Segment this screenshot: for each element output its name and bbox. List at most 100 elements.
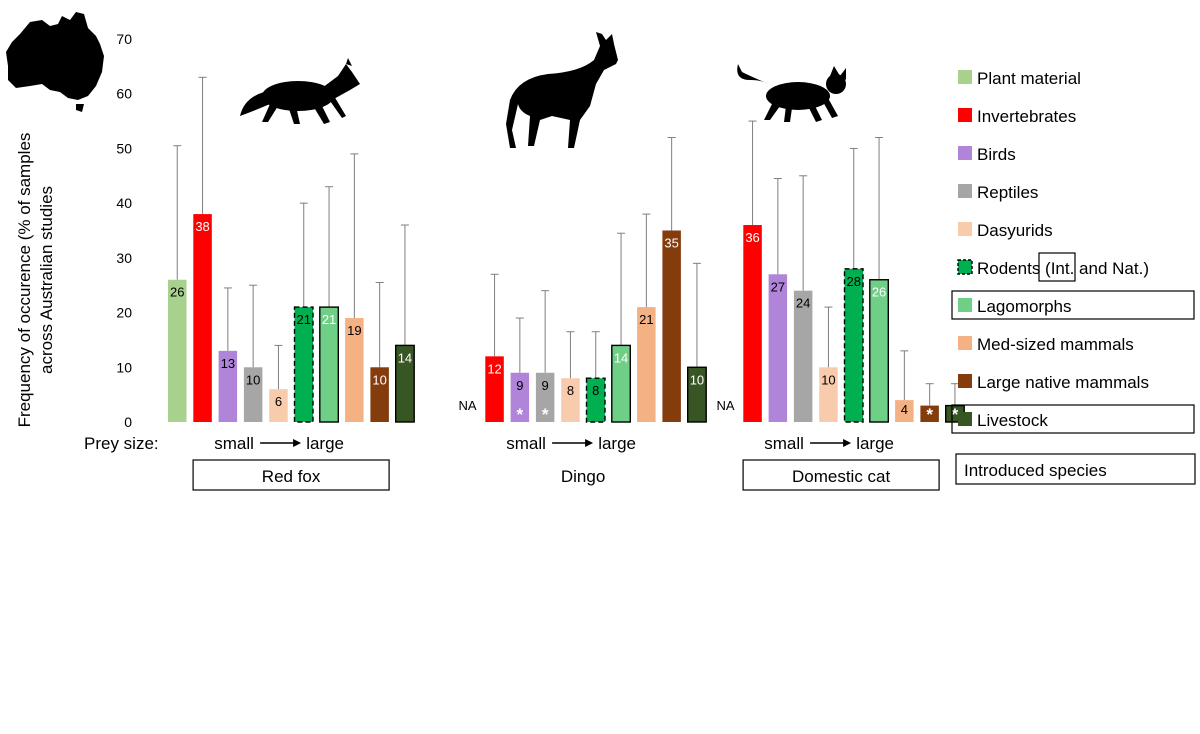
domestic-cat-value-label: 26: [872, 285, 886, 300]
domestic-cat-bar-rodents-int-and-nat: [843, 268, 864, 423]
domestic-cat-prey-size-large: large: [856, 434, 894, 453]
red-fox-bar-med-sized-mammals: [345, 318, 364, 422]
domestic-cat-bar-reptiles: [793, 290, 813, 422]
domestic-cat-bar-birds: [768, 274, 788, 422]
dingo-bar-reptiles: [535, 372, 555, 422]
y-tick-label: 0: [124, 414, 132, 430]
dingo-bar-birds: [510, 372, 530, 422]
y-tick-label: 10: [116, 359, 132, 375]
dingo-value-label: 10: [690, 372, 704, 387]
legend-label-rodents-int-and-nat: Rodents (Int. and Nat.): [977, 259, 1149, 278]
prey-size-label: Prey size:: [84, 434, 159, 453]
red-fox-value-label: 10: [246, 372, 260, 387]
domestic-cat-group-label: Domestic cat: [792, 467, 891, 486]
dingo-value-label: 9: [542, 378, 549, 393]
legend-swatch-reptiles: [958, 184, 972, 198]
red-fox-bar-reptiles: [243, 367, 263, 422]
red-fox-bar-livestock: [395, 344, 415, 423]
dingo-significance-star: *: [542, 405, 549, 424]
domestic-cat-value-label: 27: [771, 279, 785, 294]
dingo-significance-star: *: [517, 405, 524, 424]
dingo-bar-livestock: [687, 366, 707, 423]
domestic-cat-value-label: 10: [821, 372, 835, 387]
red-fox-prey-size-large: large: [306, 434, 344, 453]
red-fox-bar-invertebrates: [193, 214, 212, 422]
legend-label-lagomorphs: Lagomorphs: [977, 297, 1072, 316]
legend-swatch-dasyurids: [958, 222, 972, 236]
domestic-cat-value-label: 36: [745, 230, 759, 245]
red-fox-silhouette-icon: [240, 58, 360, 124]
red-fox-value-label: 19: [347, 323, 361, 338]
red-fox-value-label: 38: [195, 219, 209, 234]
legend-swatch-lagomorphs: [958, 298, 972, 312]
introduced-species-key-box: [955, 453, 1196, 485]
dingo-bar-rodents-int-and-nat: [585, 377, 606, 423]
legend-label-livestock: Livestock: [977, 411, 1048, 430]
domestic-cat-significance-star: *: [952, 405, 959, 424]
legend-int-box: [1038, 252, 1076, 282]
legend-label-reptiles: Reptiles: [977, 183, 1038, 202]
dingo-value-label: 35: [664, 236, 678, 251]
legend-swatch-med-sized-mammals: [958, 336, 972, 350]
domestic-cat-bar-med-sized-mammals: [895, 400, 914, 422]
red-fox-introduced-box: [192, 459, 390, 491]
dingo-bar-large-native-mammals: [662, 230, 681, 422]
y-tick-label: 30: [116, 250, 132, 266]
dingo-bar-med-sized-mammals: [637, 307, 656, 422]
dingo-value-label: 8: [592, 383, 599, 398]
group-labels: small large Red fox small large Dingo small lar…: [192, 434, 940, 491]
dingo-bar-invertebrates: [485, 356, 504, 422]
legend-label-med-sized-mammals: Med-sized mammals: [977, 335, 1134, 354]
legend-introduced-box: [951, 404, 1195, 434]
legend-label-dasyurids: Dasyurids: [977, 221, 1053, 240]
legend-label-birds: Birds: [977, 145, 1016, 164]
dingo-value-label: 14: [614, 350, 628, 365]
legend-label-invertebrates: Invertebrates: [977, 107, 1076, 126]
domestic-cat-introduced-box: [742, 459, 940, 491]
arrow-head-icon: [843, 439, 852, 447]
red-fox-value-label: 10: [372, 372, 386, 387]
dingo-na-label: NA: [458, 398, 476, 413]
dingo-prey-size-large: large: [598, 434, 636, 453]
dingo-value-label: 8: [567, 383, 574, 398]
red-fox-value-label: 26: [170, 285, 184, 300]
red-fox-bar-rodents-int-and-nat: [293, 306, 314, 423]
red-fox-bar-lagomorphs: [319, 306, 339, 423]
legend-label-plant-material: Plant material: [977, 69, 1081, 88]
legend-swatch-plant-material: [958, 70, 972, 84]
dingo-bar-dasyurids: [561, 378, 580, 422]
y-tick-label: 60: [116, 86, 132, 102]
legend-introduced-box: [951, 290, 1195, 320]
red-fox-bar-plant-material: [168, 279, 187, 422]
dingo-bar-lagomorphs: [611, 344, 631, 423]
y-axis: 0 10 20 30 40 50 60 70 Frequency of occurence (%…: [15, 31, 159, 453]
domestic-cat-significance-star: *: [926, 405, 933, 424]
red-fox-value-label: 13: [221, 356, 235, 371]
y-tick-label: 50: [116, 140, 132, 156]
domestic-cat-na-label: NA: [716, 398, 734, 413]
legend-swatch-birds: [958, 146, 972, 160]
red-fox-bar-dasyurids: [269, 389, 288, 422]
legend-swatch-livestock: [958, 412, 972, 426]
red-fox-value-label: 21: [297, 312, 311, 327]
dingo-group-label: Dingo: [561, 467, 605, 486]
dingo-prey-size-small: small: [506, 434, 546, 453]
domestic-cat-value-label: 24: [796, 296, 810, 311]
legend: Plant material Invertebrates Birds Reptiles…: [951, 69, 1196, 485]
red-fox-value-label: 21: [322, 312, 336, 327]
red-fox-bar-birds: [218, 350, 238, 422]
dingo-silhouette-icon: [506, 32, 618, 148]
dingo-value-label: 21: [639, 312, 653, 327]
legend-swatch-invertebrates: [958, 108, 972, 122]
introduced-species-key-label: Introduced species: [964, 461, 1107, 480]
australia-map-icon: [6, 12, 104, 112]
domestic-cat-bar-lagomorphs: [869, 279, 889, 423]
y-axis-label: Frequency of occurence (% of samples acro…: [15, 133, 56, 428]
legend-swatch-large-native-mammals: [958, 374, 972, 388]
y-tick-label: 70: [116, 31, 132, 47]
dingo-value-label: 9: [516, 378, 523, 393]
red-fox-value-label: 6: [275, 394, 282, 409]
y-tick-label: 20: [116, 305, 132, 321]
red-fox-group-label: Red fox: [262, 467, 321, 486]
